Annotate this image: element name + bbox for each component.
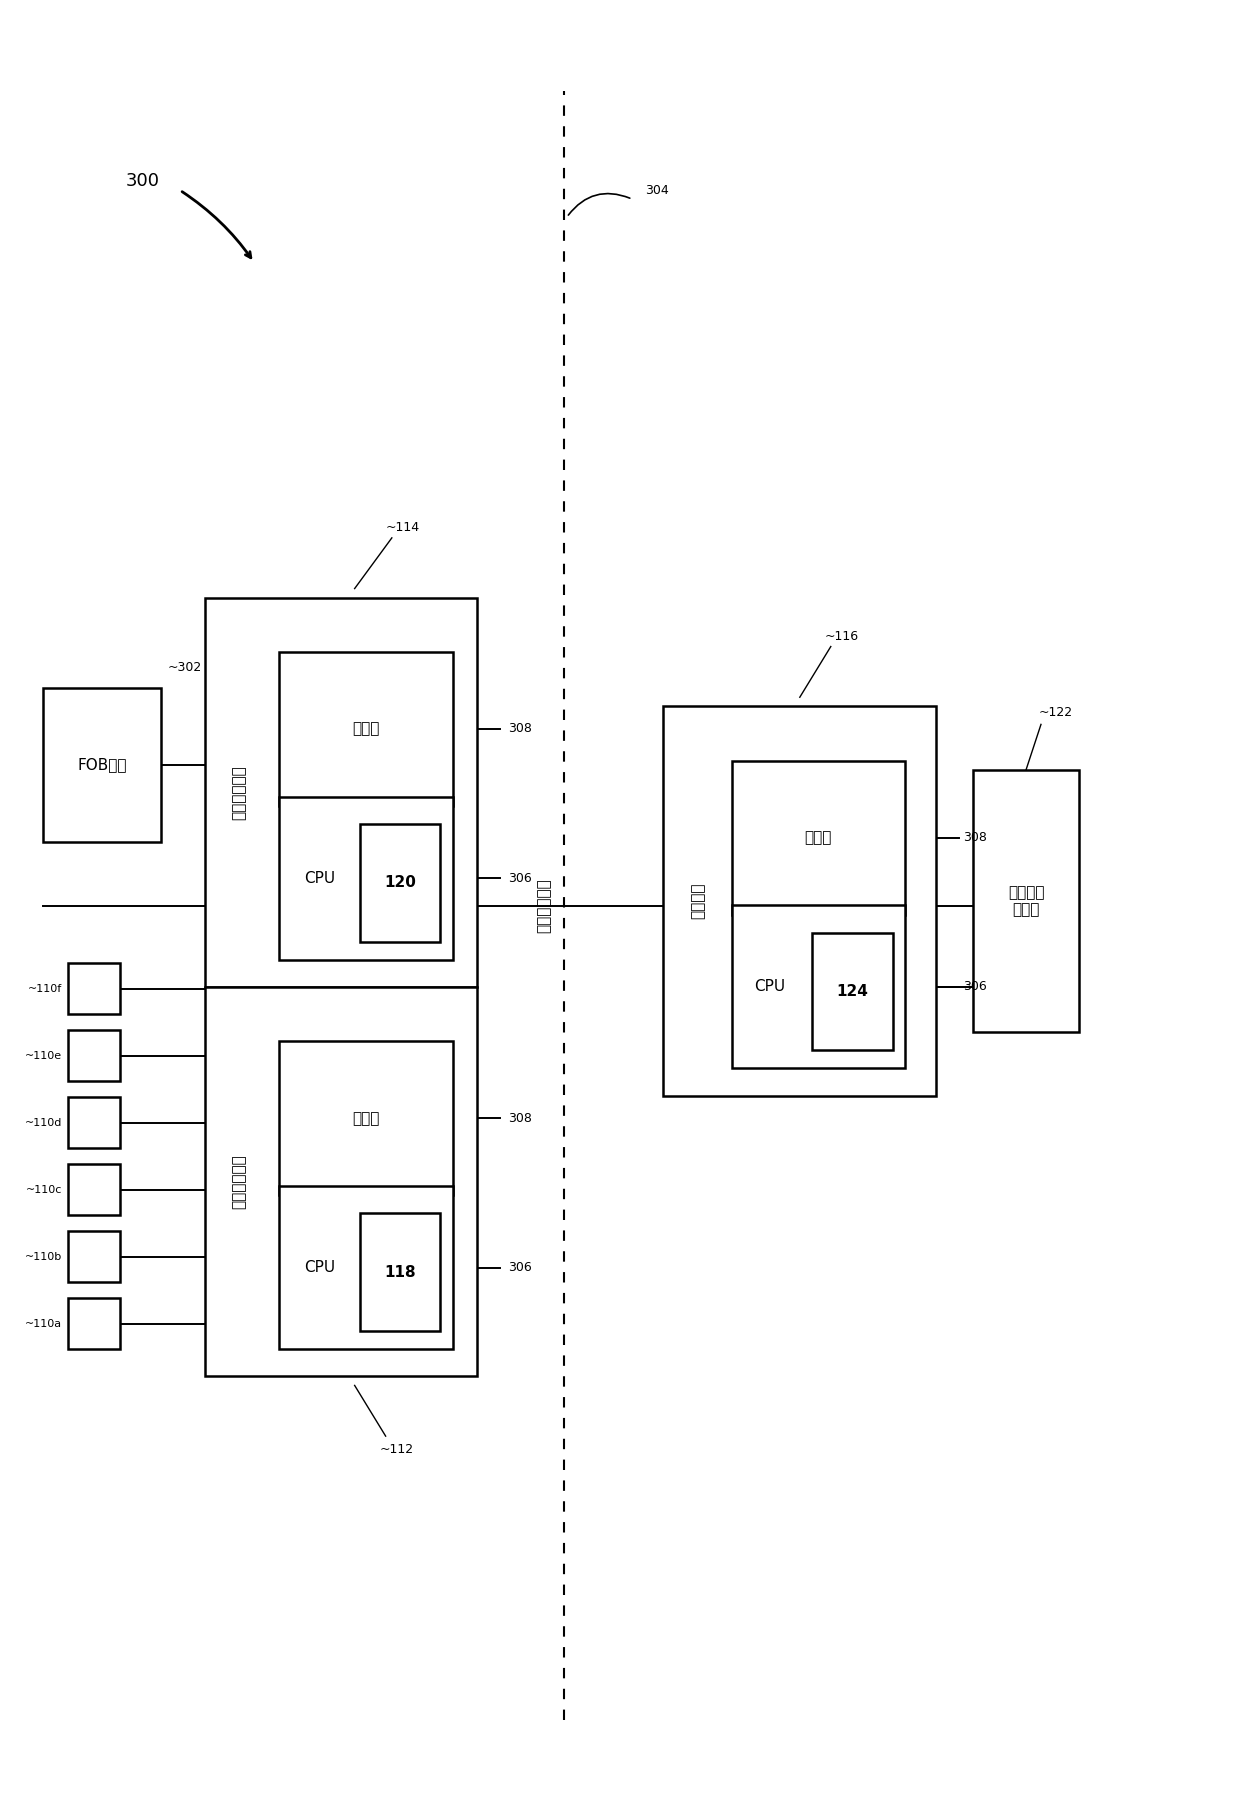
- Bar: [205, 987, 477, 1376]
- Bar: [68, 1164, 120, 1215]
- Bar: [205, 598, 477, 987]
- Bar: [360, 824, 440, 942]
- Bar: [663, 706, 936, 1096]
- Bar: [732, 906, 905, 1068]
- Text: ~302: ~302: [167, 661, 202, 674]
- Text: 120: 120: [384, 875, 415, 891]
- Bar: [68, 1298, 120, 1349]
- Text: ~110f: ~110f: [27, 983, 62, 994]
- Bar: [68, 1231, 120, 1282]
- Text: 自主单元: 自主单元: [691, 882, 706, 920]
- Text: CPU: CPU: [304, 1260, 335, 1275]
- Text: 308: 308: [508, 1112, 532, 1125]
- Text: 车载计算平台: 车载计算平台: [232, 1154, 247, 1210]
- Text: 306: 306: [963, 980, 987, 994]
- Bar: [732, 761, 905, 915]
- Text: CPU: CPU: [304, 871, 335, 886]
- Bar: [279, 797, 453, 960]
- Text: 306: 306: [508, 871, 532, 886]
- Bar: [43, 688, 161, 842]
- Text: FOB天线: FOB天线: [78, 757, 126, 773]
- Text: 124: 124: [837, 983, 868, 1000]
- Text: ~122: ~122: [1039, 706, 1073, 719]
- Text: ~110a: ~110a: [25, 1318, 62, 1329]
- Text: 304: 304: [645, 183, 668, 197]
- Text: ~116: ~116: [825, 630, 859, 643]
- Text: CPU: CPU: [754, 980, 785, 994]
- Text: 存储器: 存储器: [805, 829, 832, 846]
- Text: ~110c: ~110c: [26, 1184, 62, 1195]
- Bar: [68, 963, 120, 1014]
- Text: ~114: ~114: [386, 522, 420, 534]
- Bar: [279, 652, 453, 806]
- Text: 308: 308: [963, 831, 987, 844]
- Bar: [973, 770, 1079, 1032]
- Text: ~110b: ~110b: [25, 1251, 62, 1262]
- Bar: [360, 1213, 440, 1331]
- Text: 306: 306: [508, 1260, 532, 1275]
- Text: ~110d: ~110d: [25, 1117, 62, 1128]
- Text: 存储器: 存储器: [352, 1110, 379, 1126]
- Bar: [68, 1097, 120, 1148]
- Text: 车辆数据总线: 车辆数据总线: [537, 878, 552, 933]
- Bar: [279, 1041, 453, 1195]
- Text: 距离检测
传感器: 距离检测 传感器: [1008, 886, 1044, 916]
- Bar: [279, 1186, 453, 1349]
- Text: 车身控制模块: 车身控制模块: [232, 764, 247, 820]
- Text: 300: 300: [125, 172, 160, 190]
- Text: ~112: ~112: [379, 1443, 414, 1456]
- Text: 存储器: 存储器: [352, 721, 379, 737]
- Text: 118: 118: [384, 1264, 415, 1280]
- Bar: [68, 1030, 120, 1081]
- Bar: [812, 933, 893, 1050]
- Text: ~110e: ~110e: [25, 1050, 62, 1061]
- Text: 308: 308: [508, 723, 532, 735]
